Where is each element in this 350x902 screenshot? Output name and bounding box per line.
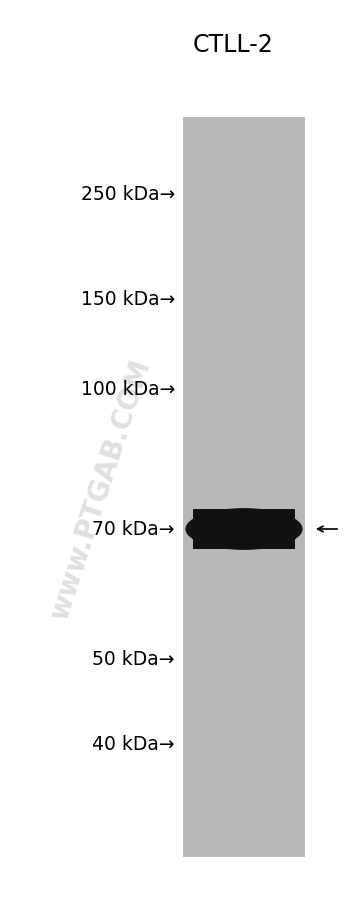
Ellipse shape [186,509,302,550]
Bar [193,510,295,549]
Text: CTLL-2: CTLL-2 [193,33,273,57]
Text: 70 kDa→: 70 kDa→ [92,520,175,538]
Bar [183,118,305,857]
Text: 100 kDa→: 100 kDa→ [80,380,175,399]
Text: 50 kDa→: 50 kDa→ [92,649,175,668]
Text: 40 kDa→: 40 kDa→ [92,735,175,754]
Text: www.PTGAB.COM: www.PTGAB.COM [44,355,155,623]
Bar [189,511,299,520]
Text: 250 kDa→: 250 kDa→ [80,185,175,204]
Text: 150 kDa→: 150 kDa→ [80,290,175,309]
